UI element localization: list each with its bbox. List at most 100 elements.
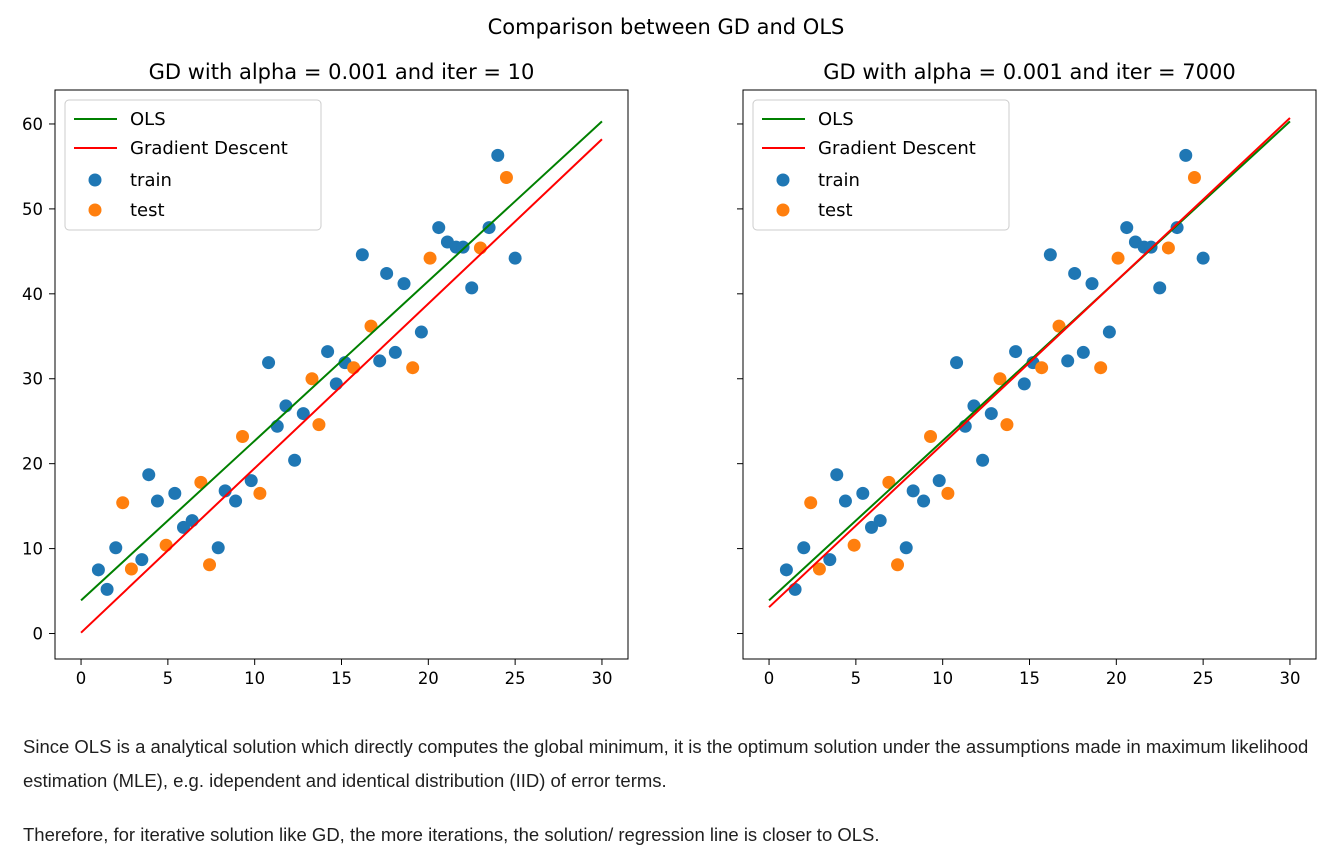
- train-point: [1170, 221, 1184, 235]
- train-point: [873, 514, 887, 528]
- y-tick-label: 60: [22, 115, 43, 134]
- test-point: [364, 319, 378, 333]
- train-point: [388, 345, 402, 359]
- train-point: [168, 486, 182, 500]
- train-point: [508, 251, 522, 265]
- explanation-paragraph: Since OLS is a analytical solution which…: [23, 736, 1309, 791]
- x-tick-label: 10: [244, 669, 265, 688]
- legend-test-swatch: [776, 203, 790, 217]
- train-point: [1153, 281, 1167, 295]
- ols-line: [768, 120, 1291, 602]
- train-point: [1120, 221, 1134, 235]
- test-point: [159, 538, 173, 552]
- legend-test-label: test: [818, 200, 853, 221]
- test-point: [305, 372, 319, 386]
- test-point: [194, 475, 208, 489]
- x-tick-label: 25: [1193, 669, 1214, 688]
- conclusion-paragraph: Therefore, for iterative solution like G…: [23, 824, 880, 845]
- right-subplot: GD with alpha = 0.001 and iter = 7000 0 5 1…: [737, 60, 1317, 688]
- test-point: [406, 361, 420, 375]
- test-point: [1094, 361, 1108, 375]
- train-point: [823, 553, 837, 567]
- test-point: [993, 372, 1007, 386]
- test-point: [236, 429, 250, 443]
- train-point: [244, 474, 258, 488]
- x-tick-label: 30: [1279, 669, 1300, 688]
- train-point: [917, 494, 931, 508]
- train-point: [373, 354, 387, 368]
- test-point: [1052, 319, 1066, 333]
- test-point: [847, 538, 861, 552]
- train-point: [397, 277, 411, 291]
- train-point: [91, 563, 105, 577]
- test-point: [203, 558, 217, 572]
- train-point: [984, 407, 998, 421]
- test-point: [253, 486, 267, 500]
- train-point: [491, 148, 505, 162]
- train-point: [100, 582, 114, 596]
- train-point: [150, 494, 164, 508]
- x-tick-label: 20: [418, 669, 439, 688]
- x-tick-label: 5: [851, 669, 862, 688]
- train-point: [229, 494, 243, 508]
- train-point: [950, 356, 964, 370]
- train-point: [1085, 277, 1099, 291]
- x-tick-label: 0: [76, 669, 87, 688]
- x-tick-label: 15: [331, 669, 352, 688]
- train-point: [109, 541, 123, 555]
- train-point: [321, 345, 335, 359]
- legend-train-swatch: [88, 173, 102, 187]
- train-point: [414, 325, 428, 339]
- subplot-title: GD with alpha = 0.001 and iter = 10: [149, 60, 535, 84]
- legend-box: [64, 99, 322, 231]
- x-tick-label: 15: [1019, 669, 1040, 688]
- train-point: [142, 468, 156, 482]
- test-point: [882, 475, 896, 489]
- x-tick-label: 10: [932, 669, 953, 688]
- legend-gd-label: Gradient Descent: [818, 138, 976, 159]
- train-point: [329, 377, 343, 391]
- train-point: [856, 486, 870, 500]
- legend-train-label: train: [130, 170, 172, 191]
- train-point: [788, 582, 802, 596]
- train-point: [1102, 325, 1116, 339]
- legend-box: [752, 99, 1010, 231]
- x-tick-label: 25: [505, 669, 526, 688]
- test-point: [812, 562, 826, 576]
- test-point: [499, 170, 513, 184]
- train-point: [432, 221, 446, 235]
- y-tick-label: 20: [22, 455, 43, 474]
- test-point: [312, 418, 326, 432]
- gd-line: [768, 117, 1291, 608]
- x-tick-label: 0: [764, 669, 775, 688]
- y-tick-label: 40: [22, 285, 43, 304]
- train-point: [1076, 345, 1090, 359]
- test-point: [116, 496, 130, 510]
- test-point: [1111, 251, 1125, 265]
- train-point: [1068, 266, 1082, 280]
- test-point: [1000, 418, 1014, 432]
- y-tick-label: 10: [22, 540, 43, 559]
- legend-train-swatch: [776, 173, 790, 187]
- train-point: [185, 514, 199, 528]
- train-point: [1061, 354, 1075, 368]
- x-tick-label: 5: [163, 669, 174, 688]
- train-point: [465, 281, 479, 295]
- legend-test-label: test: [130, 200, 165, 221]
- legend-ols-label: OLS: [130, 109, 166, 130]
- gd-line: [80, 138, 603, 634]
- train-point: [211, 541, 225, 555]
- train-point: [1196, 251, 1210, 265]
- train-point: [899, 541, 913, 555]
- test-point: [1161, 241, 1175, 255]
- legend-test-swatch: [88, 203, 102, 217]
- x-tick-label: 20: [1106, 669, 1127, 688]
- y-tick-label: 0: [33, 625, 44, 644]
- x-tick-label: 30: [591, 669, 612, 688]
- legend-gd-label: Gradient Descent: [130, 138, 288, 159]
- train-point: [830, 468, 844, 482]
- test-point: [941, 486, 955, 500]
- train-point: [1009, 345, 1023, 359]
- left-subplot: GD with alpha = 0.001 and iter = 10 0 5 10 1…: [22, 60, 629, 688]
- train-point: [906, 484, 920, 498]
